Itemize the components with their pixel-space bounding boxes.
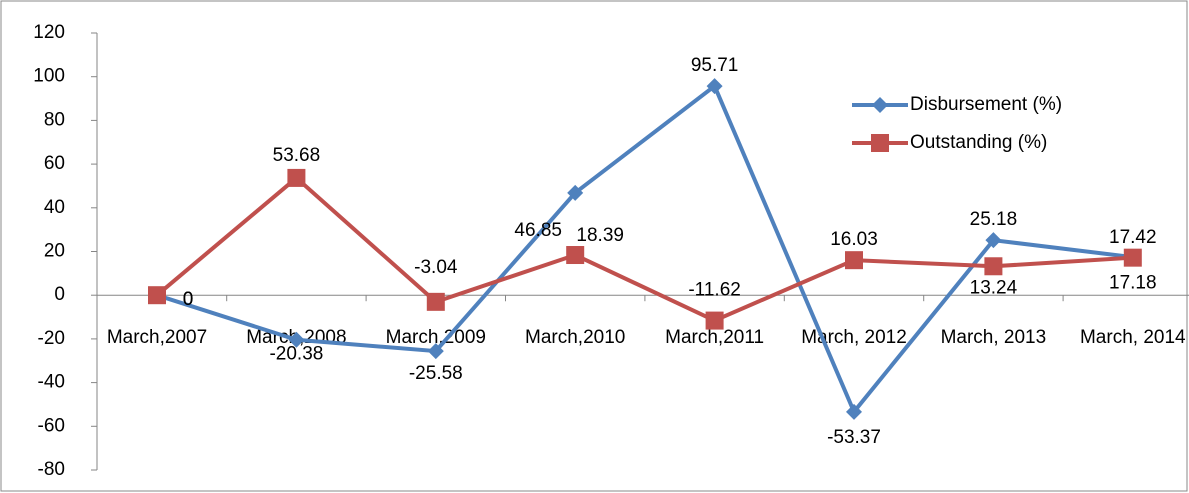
data-point [287, 168, 306, 187]
y-tick-label: 120 [33, 22, 65, 43]
data-point [1123, 248, 1142, 267]
legend-marker [871, 134, 889, 152]
x-tick-label: March,2007 [107, 327, 207, 348]
data-label: 17.42 [1109, 227, 1157, 248]
data-point [706, 78, 723, 95]
data-label: 46.85 [514, 220, 562, 241]
data-label: -3.04 [414, 257, 458, 278]
x-tick-label: March,2011 [665, 327, 764, 348]
y-tick-label: -40 [38, 372, 65, 393]
legend-label: Outstanding (%) [910, 132, 1047, 153]
data-label: -20.38 [269, 344, 323, 365]
x-tick-label: March, 2013 [941, 327, 1047, 348]
series-line [155, 175, 1133, 323]
y-tick-label: -80 [38, 459, 65, 480]
data-point [567, 184, 584, 201]
data-point [426, 292, 445, 311]
data-label: 25.18 [970, 209, 1018, 230]
y-tick-label: 20 [44, 241, 65, 262]
y-tick-label: 0 [54, 284, 65, 305]
data-label: 18.39 [576, 225, 624, 246]
data-label: -53.37 [827, 427, 881, 448]
legend-marker [872, 97, 888, 113]
y-tick-label: 100 [33, 66, 65, 87]
series-line [156, 82, 1134, 416]
data-point [845, 251, 863, 270]
data-label: 95.71 [691, 55, 739, 76]
data-label: 16.03 [830, 229, 878, 250]
data-point [984, 257, 1003, 276]
data-point [566, 246, 585, 265]
x-tick-label: March, 2012 [801, 327, 907, 348]
data-label: 13.24 [970, 277, 1018, 298]
data-label: -25.58 [409, 363, 463, 384]
data-label: -11.62 [688, 280, 740, 301]
data-point [288, 331, 305, 348]
x-tick-label: March, 2014 [1080, 327, 1186, 348]
data-point [705, 311, 724, 330]
data-label: 0 [183, 289, 194, 310]
data-point [846, 403, 862, 420]
x-tick-label: March,2010 [525, 327, 625, 348]
y-tick-label: 40 [44, 197, 65, 218]
data-point [985, 232, 1002, 249]
y-tick-label: -20 [38, 328, 65, 349]
x-tick-label: March,2009 [386, 327, 486, 348]
data-point [148, 286, 166, 305]
y-tick-label: 80 [44, 109, 65, 130]
data-label: 53.68 [273, 145, 321, 166]
data-label: 0 [183, 289, 194, 310]
data-point [427, 343, 444, 360]
data-label: 17.18 [1109, 273, 1157, 294]
legend-label: Disbursement (%) [910, 94, 1062, 115]
y-tick-label: -60 [38, 415, 65, 436]
y-tick-label: 60 [44, 153, 65, 174]
